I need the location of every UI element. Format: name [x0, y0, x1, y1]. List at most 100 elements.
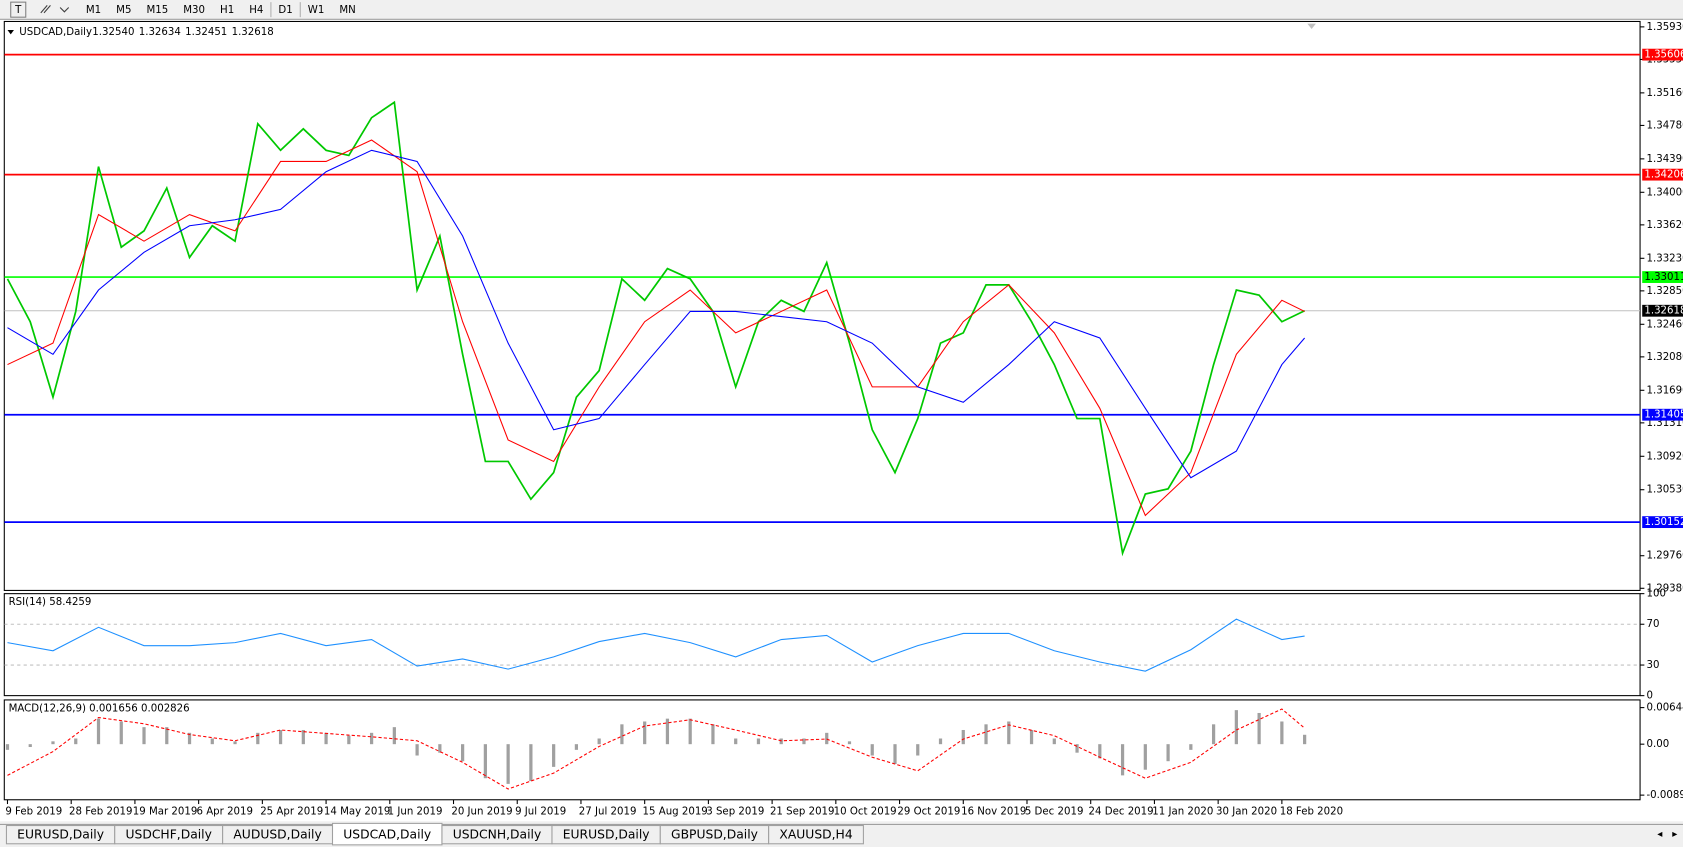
macd-bar — [984, 724, 988, 745]
tab-label[interactable]: GBPUSD,Daily — [671, 828, 758, 842]
tab-label[interactable]: USDCAD,Daily — [343, 828, 431, 842]
tab[interactable]: EURUSD,Daily — [551, 824, 661, 845]
timeframe-button[interactable]: M30 — [183, 5, 205, 16]
tab-label[interactable]: USDCHF,Daily — [125, 828, 211, 842]
tab-label[interactable]: EURUSD,Daily — [17, 828, 104, 842]
x-tick-label: 16 Nov 2019 — [961, 807, 1026, 818]
macd-bar — [1075, 744, 1079, 753]
tab[interactable]: GBPUSD,Daily — [659, 824, 770, 845]
level-label: 1.33011 — [1644, 272, 1683, 283]
level-label-box — [1642, 168, 1683, 181]
y-tick-label: 1.29380 — [1647, 583, 1683, 594]
tab-label[interactable]: AUDUSD,Daily — [233, 828, 321, 842]
tab-label[interactable]: USDCNH,Daily — [453, 828, 542, 842]
x-tick-label: 18 Feb 2020 — [1280, 807, 1343, 818]
macd-bar — [1029, 729, 1034, 745]
timeframe-button[interactable]: M5 — [116, 5, 131, 16]
macd-bar — [256, 732, 260, 745]
x-tick-label: 25 Apr 2019 — [260, 807, 323, 818]
series-line — [7, 149, 1306, 479]
macd-bar — [96, 718, 101, 745]
level-label: 1.34206 — [1644, 170, 1683, 181]
main-panel-frame — [3, 20, 1641, 591]
macd-bar — [870, 744, 874, 756]
macd-panel-frame — [3, 699, 1641, 801]
chart-menu-arrow[interactable] — [7, 30, 14, 35]
timeframe-button[interactable]: H1 — [220, 5, 234, 16]
macd-bar — [1007, 721, 1011, 745]
macd-bar — [597, 738, 601, 745]
x-tick-label: 30 Jan 2020 — [1216, 807, 1277, 818]
tab[interactable]: USDCNH,Daily — [441, 824, 553, 845]
y-tick-label: 0.006448 — [1647, 703, 1683, 714]
x-tick-label: 15 Aug 2019 — [643, 807, 708, 818]
macd-bar — [1189, 744, 1193, 750]
y-tick-label: 1.30920 — [1647, 451, 1683, 462]
quote-value: 1.32634 — [139, 27, 181, 38]
scroll-right[interactable]: ▸ — [1672, 829, 1678, 840]
macd-bar — [438, 744, 442, 753]
macd-bar — [961, 729, 965, 745]
quote-value: 1.32451 — [185, 27, 227, 38]
y-tick-label: 1.32460 — [1647, 319, 1683, 330]
macd-bar — [938, 738, 943, 745]
tab[interactable]: USDCAD,Daily — [331, 822, 443, 846]
timeframe-button[interactable]: M1 — [86, 5, 101, 16]
tab[interactable]: XAUUSD,H4 — [768, 824, 864, 845]
macd-bar — [1143, 744, 1147, 770]
y-tick-label: 1.31310 — [1647, 418, 1683, 429]
indicator-title: MACD(12,26,9) 0.001656 0.002826 — [9, 704, 190, 715]
series-line — [6, 100, 1305, 557]
macd-bar — [74, 738, 78, 745]
tab-label[interactable]: XAUUSD,H4 — [779, 828, 852, 842]
x-tick-label: 21 Sep 2019 — [770, 807, 835, 818]
y-tick-label: 30 — [1647, 660, 1660, 671]
y-tick-label: 1.33230 — [1647, 253, 1683, 264]
macd-bar — [620, 724, 624, 745]
scroll-left[interactable]: ◂ — [1657, 829, 1663, 840]
tab[interactable]: EURUSD,Daily — [5, 824, 116, 845]
tab[interactable]: USDCHF,Daily — [114, 824, 224, 845]
x-tick-label: 9 Feb 2019 — [5, 807, 62, 818]
macd-bar — [574, 744, 579, 750]
macd-bar — [1211, 724, 1216, 745]
panel-1 — [4, 618, 1641, 672]
timeframe-button[interactable]: MN — [339, 5, 355, 16]
y-tick-label: -0.008982 — [1647, 790, 1683, 801]
macd-bar — [1052, 738, 1056, 745]
y-tick-label: 100 — [1647, 589, 1666, 600]
macd-bar — [210, 738, 214, 745]
macd-bar — [1120, 744, 1125, 776]
macd-bar — [165, 727, 169, 745]
tab[interactable]: AUDUSD,Daily — [222, 824, 334, 845]
y-tick-label: 1.34780 — [1647, 120, 1683, 131]
timeframe-button[interactable]: M15 — [146, 5, 168, 16]
toolbar — [0, 0, 1683, 20]
timeframe-button[interactable]: W1 — [308, 5, 325, 16]
signal-line — [7, 708, 1305, 790]
level-label: 1.32618 — [1644, 306, 1683, 317]
macd-bar — [187, 732, 192, 745]
x-tick-label: 1 Jun 2019 — [388, 807, 443, 818]
timeframe-button[interactable]: D1 — [278, 5, 292, 16]
x-tick-label: 5 Dec 2019 — [1025, 807, 1084, 818]
macd-bar — [711, 724, 715, 745]
tab-label[interactable]: EURUSD,Daily — [563, 828, 650, 842]
x-tick-label: 20 Jun 2019 — [451, 807, 512, 818]
macd-bar — [802, 738, 806, 745]
series-line — [7, 618, 1305, 672]
line-tool-icon[interactable] — [40, 5, 70, 14]
x-tick-label: 24 Dec 2019 — [1089, 807, 1154, 818]
macd-bar — [1166, 744, 1170, 762]
macd-bar — [643, 721, 647, 745]
rsi-panel-frame — [3, 593, 1641, 697]
y-tick-label: 1.32080 — [1647, 352, 1683, 363]
text-tool-icon[interactable] — [10, 1, 27, 18]
x-tick-label: 29 Oct 2019 — [897, 807, 960, 818]
level-label-box — [1642, 408, 1683, 421]
timeframe-button[interactable]: H4 — [249, 5, 263, 16]
macd-bar — [483, 744, 487, 779]
macd-bar — [916, 744, 920, 756]
